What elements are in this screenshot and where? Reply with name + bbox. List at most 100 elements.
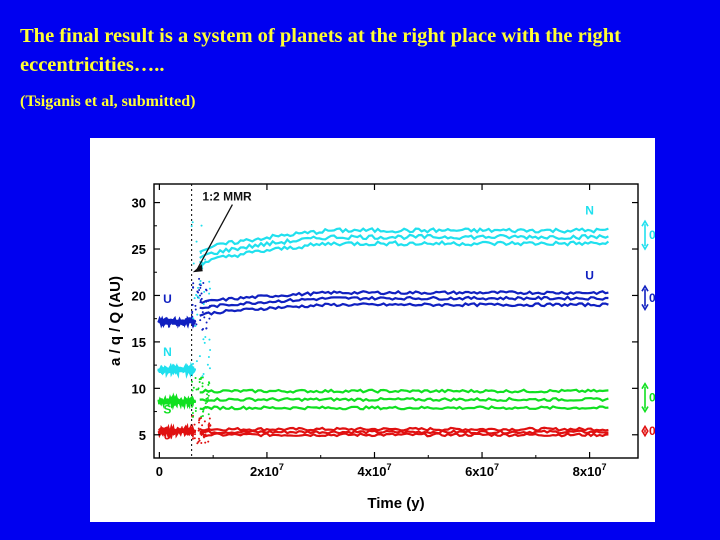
line-q-J <box>199 432 609 438</box>
scatter-point <box>191 315 194 318</box>
scatter-point <box>194 304 197 307</box>
scatter-point <box>191 310 194 313</box>
scatter-point <box>197 291 200 294</box>
x-tick-label: 0 <box>156 464 163 479</box>
scatter-point <box>192 386 195 389</box>
scatter-point <box>204 258 207 261</box>
scatter-point <box>200 292 203 295</box>
scatter-point <box>192 317 195 320</box>
scatter-point <box>192 282 195 285</box>
scatter-point <box>197 297 200 300</box>
scatter-point <box>190 397 193 400</box>
planet-N-series <box>157 221 610 379</box>
scatter-point <box>196 295 199 298</box>
planet-S-series <box>157 376 609 418</box>
ecc-arrow-up <box>641 284 649 292</box>
line-Q-N <box>199 227 609 253</box>
scatter-point <box>208 338 211 341</box>
line-q-S <box>199 405 609 411</box>
scatter-point <box>202 338 205 341</box>
scatter-point <box>197 286 200 289</box>
ecc-arrow-up <box>641 424 649 432</box>
planet-label-N: N <box>585 204 594 218</box>
scatter-point <box>202 410 205 413</box>
scatter-point <box>192 325 195 328</box>
scatter-point <box>204 441 207 444</box>
scatter-point <box>199 294 202 297</box>
scatter-point <box>198 289 201 292</box>
scatter-point <box>202 282 205 285</box>
scatter-point <box>208 317 211 320</box>
scatter-point <box>207 425 210 428</box>
tick-layer <box>154 184 638 459</box>
scatter-point <box>201 385 204 388</box>
scatter-point <box>197 429 200 432</box>
scatter-point <box>191 412 194 415</box>
x-tick-label: 6x107 <box>465 462 499 479</box>
scatter-point <box>194 308 197 311</box>
ecc-bracket-U <box>641 284 649 311</box>
scatter-point <box>209 424 212 427</box>
ecc-label-U: 0.03 <box>649 291 655 305</box>
scatter-point <box>207 394 210 397</box>
scatter-point <box>203 420 206 423</box>
scatter-point <box>203 436 206 439</box>
figure-panel: 5 10 15 20 25 30 0 2x107 4x107 6x107 8x107 J 0.05 S 0.… <box>90 138 655 522</box>
scatter-point <box>199 319 202 322</box>
scatter-point <box>191 221 194 224</box>
line-a-U <box>199 295 609 310</box>
scatter-point <box>198 421 201 424</box>
scatter-point <box>201 382 204 385</box>
scatter-point <box>208 367 211 370</box>
mmr-arrow-head <box>192 264 203 273</box>
scatter-point <box>196 442 199 445</box>
plot-frame <box>153 183 639 459</box>
ecc-arrow-down <box>641 243 649 251</box>
scatter-point <box>201 328 204 331</box>
y-tick-label: 25 <box>132 242 146 257</box>
slide-title: The final result is a system of planets … <box>20 25 621 76</box>
initial-segment-U <box>157 315 197 329</box>
y-tick-label: 10 <box>132 381 146 396</box>
scatter-point <box>202 303 205 306</box>
scatter-point <box>192 362 195 365</box>
scatter-point <box>208 287 211 290</box>
scatter-point <box>203 341 206 344</box>
ecc-arrow-down <box>641 303 649 311</box>
scatter-point <box>208 417 211 420</box>
line-Q-U <box>199 290 609 305</box>
label-layer: 5 10 15 20 25 30 0 2x107 4x107 6x107 8x107 J 0.05 S 0.… <box>132 190 655 479</box>
line-Q-S <box>199 388 609 394</box>
scatter-point <box>209 349 212 352</box>
scatter-point <box>200 224 203 227</box>
scatter-point <box>190 225 193 228</box>
scatter-point <box>194 325 197 328</box>
ecc-label-N: 0.04 <box>649 228 655 242</box>
planet-migration-chart: 5 10 15 20 25 30 0 2x107 4x107 6x107 8x107 J 0.05 S 0.… <box>107 183 655 512</box>
scatter-point <box>200 442 203 445</box>
ecc-arrow-up <box>641 382 649 390</box>
ecc-arrow-down <box>641 430 649 438</box>
scatter-point <box>192 286 195 289</box>
initial-segment-S <box>157 392 197 411</box>
scatter-point <box>194 377 197 380</box>
planet-J-series <box>157 415 609 445</box>
scatter-point <box>208 422 211 425</box>
slide-citation: (Tsiganis et al, submitted) <box>20 93 196 110</box>
scatter-point <box>201 415 204 418</box>
scatter-point <box>201 424 204 427</box>
planet-U-series <box>157 277 609 331</box>
line-a-J <box>199 429 609 435</box>
scatter-point <box>191 303 194 306</box>
scatter-point <box>202 373 205 376</box>
scatter-point <box>198 419 201 422</box>
scatter-point <box>197 387 200 390</box>
y-axis-label: a / q / Q (AU) <box>107 276 124 366</box>
x-tick-label: 8x107 <box>573 462 607 479</box>
scatter-point <box>208 382 211 385</box>
scatter-point <box>190 405 193 408</box>
scatter-point <box>207 356 210 359</box>
scatter-point <box>193 423 196 426</box>
planet-label-U: U <box>163 292 172 306</box>
scatter-point <box>198 277 201 280</box>
